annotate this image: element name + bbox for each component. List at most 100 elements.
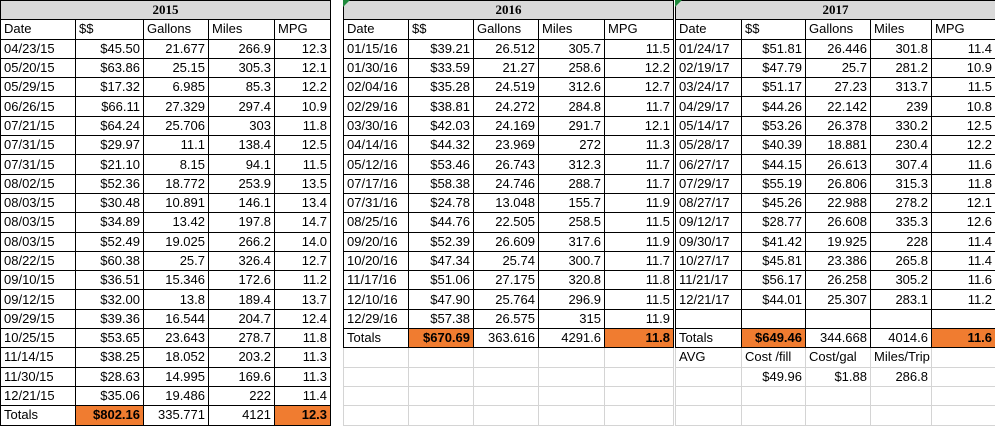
cell-mpg[interactable]: 12.1 (273, 57, 332, 79)
cell-miles[interactable]: 301.8 (870, 38, 932, 59)
cell-miles[interactable]: 272 (538, 135, 605, 156)
col-header-miles[interactable]: Miles (538, 19, 605, 40)
cell-mpg[interactable]: 11.4 (930, 38, 995, 59)
cell-miles[interactable]: 330.2 (870, 115, 932, 137)
cell-miles[interactable]: 266.9 (208, 38, 275, 59)
cell-gallons[interactable]: 19.025 (143, 231, 209, 252)
cell-date[interactable]: 11/14/15 (0, 347, 76, 368)
cell-date[interactable]: 12/10/16 (343, 289, 409, 310)
year-header-2017[interactable]: 2017 (674, 0, 995, 21)
col-header-date[interactable]: Date (0, 19, 76, 40)
empty-cell[interactable] (408, 385, 474, 407)
empty-cell[interactable] (741, 405, 806, 426)
cell-miles[interactable]: 189.4 (208, 289, 275, 310)
cell-miles[interactable]: 312.6 (538, 77, 605, 98)
cell-cost[interactable]: $63.86 (75, 57, 144, 79)
cell-mpg[interactable]: 11.8 (273, 328, 332, 349)
cell-date[interactable]: 07/31/16 (343, 192, 409, 214)
avg-header-cost-gal[interactable]: Cost/gal (805, 347, 871, 368)
cell-gallons[interactable]: 19.925 (805, 231, 871, 252)
cell-gallons[interactable]: 26.258 (805, 270, 871, 291)
cell-cost[interactable]: $60.38 (75, 250, 144, 272)
cell-miles[interactable]: 94.1 (208, 154, 275, 175)
cell-miles[interactable]: 258.5 (538, 212, 605, 233)
cell-cost[interactable]: $36.51 (75, 270, 144, 291)
total-cost[interactable]: $670.69 (408, 328, 474, 349)
cell-gallons[interactable]: 13.8 (143, 289, 209, 310)
cell-miles[interactable]: 146.1 (208, 192, 275, 214)
cell-mpg[interactable]: 11.5 (603, 212, 675, 233)
cell-cost[interactable]: $38.25 (75, 347, 144, 368)
cell-mpg[interactable]: 11.2 (930, 289, 995, 310)
avg-header-miles-trip[interactable]: Miles/Trip (870, 347, 932, 368)
cell-gallons[interactable]: 18.881 (805, 135, 871, 156)
cell-gallons[interactable]: 13.048 (473, 192, 539, 214)
empty-cell[interactable] (741, 385, 806, 407)
cell-gallons[interactable]: 8.15 (143, 154, 209, 175)
cell-cost[interactable]: $47.90 (408, 289, 474, 310)
cell-mpg[interactable]: 11.5 (273, 154, 332, 175)
cell-mpg[interactable]: 11.7 (603, 154, 675, 175)
cell-mpg[interactable]: 12.7 (603, 77, 675, 98)
cell-cost[interactable]: $42.03 (408, 115, 474, 137)
cell-date[interactable]: 05/12/16 (343, 154, 409, 175)
col-header-miles[interactable]: Miles (208, 19, 275, 40)
cell-mpg[interactable]: 12.6 (930, 212, 995, 233)
col-header-miles[interactable]: Miles (870, 19, 932, 40)
cell-date[interactable]: 02/04/16 (343, 77, 409, 98)
year-header-2016[interactable]: 2016 (342, 0, 675, 21)
cell-gallons[interactable]: 27.329 (143, 96, 209, 117)
cell-cost[interactable]: $38.81 (408, 96, 474, 117)
cell-date[interactable]: 09/10/15 (0, 270, 76, 291)
cell-miles[interactable]: 305.2 (870, 270, 932, 291)
cell-mpg[interactable]: 12.1 (930, 192, 995, 214)
avg-cost-fill[interactable]: $49.96 (741, 366, 806, 387)
cell-mpg[interactable]: 10.9 (930, 57, 995, 79)
cell-gallons[interactable]: 25.15 (143, 57, 209, 79)
cell-miles[interactable]: 296.9 (538, 289, 605, 310)
empty-cell[interactable] (538, 405, 605, 426)
cell-miles[interactable]: 288.7 (538, 173, 605, 194)
col-header-mpg[interactable]: MPG (603, 19, 675, 40)
cell-mpg[interactable]: 12.2 (273, 77, 332, 98)
cell-date[interactable]: 01/30/16 (343, 57, 409, 79)
cell-mpg[interactable]: 11.5 (603, 289, 675, 310)
cell-mpg[interactable]: 12.2 (930, 135, 995, 156)
empty-cell[interactable] (343, 405, 409, 426)
cell-gallons[interactable]: 24.169 (473, 115, 539, 137)
cell-mpg[interactable]: 13.4 (273, 192, 332, 214)
cell-mpg[interactable]: 11.8 (273, 115, 332, 137)
cell-mpg[interactable]: 12.5 (930, 115, 995, 137)
col-header-cost[interactable]: $$ (75, 19, 144, 40)
cell-miles[interactable]: 291.7 (538, 115, 605, 137)
col-header-date[interactable]: Date (343, 19, 409, 40)
cell-cost[interactable]: $44.76 (408, 212, 474, 233)
cell-miles[interactable]: 239 (870, 96, 932, 117)
cell-gallons[interactable]: 26.378 (805, 115, 871, 137)
totals-label[interactable]: Totals (343, 328, 409, 349)
cell-mpg[interactable]: 10.9 (273, 96, 332, 117)
empty-cell[interactable] (473, 405, 539, 426)
col-header-cost[interactable]: $$ (741, 19, 806, 40)
cell-miles[interactable]: 230.4 (870, 135, 932, 156)
cell-gallons[interactable]: 24.519 (473, 77, 539, 98)
cell-cost[interactable]: $45.26 (741, 192, 806, 214)
cell-date[interactable]: 04/14/16 (343, 135, 409, 156)
year-header-2015[interactable]: 2015 (0, 0, 332, 21)
cell-cost[interactable]: $33.59 (408, 57, 474, 79)
cell-miles[interactable]: 253.9 (208, 173, 275, 194)
cell-gallons[interactable]: 22.142 (805, 96, 871, 117)
cell-cost[interactable]: $64.24 (75, 115, 144, 137)
empty-cell[interactable] (538, 347, 605, 368)
cell-date[interactable]: 03/24/17 (675, 77, 742, 98)
cell-gallons[interactable]: 19.486 (143, 385, 209, 407)
cell-cost[interactable]: $51.81 (741, 38, 806, 59)
cell-gallons[interactable]: 18.052 (143, 347, 209, 368)
cell-cost[interactable]: $44.32 (408, 135, 474, 156)
cell-cost[interactable]: $44.26 (741, 96, 806, 117)
cell-mpg[interactable]: 11.4 (273, 385, 332, 407)
empty-cell[interactable] (603, 347, 675, 368)
cell-cost[interactable]: $44.15 (741, 154, 806, 175)
cell-cost[interactable]: $32.00 (75, 289, 144, 310)
cell-date[interactable]: 11/21/17 (675, 270, 742, 291)
